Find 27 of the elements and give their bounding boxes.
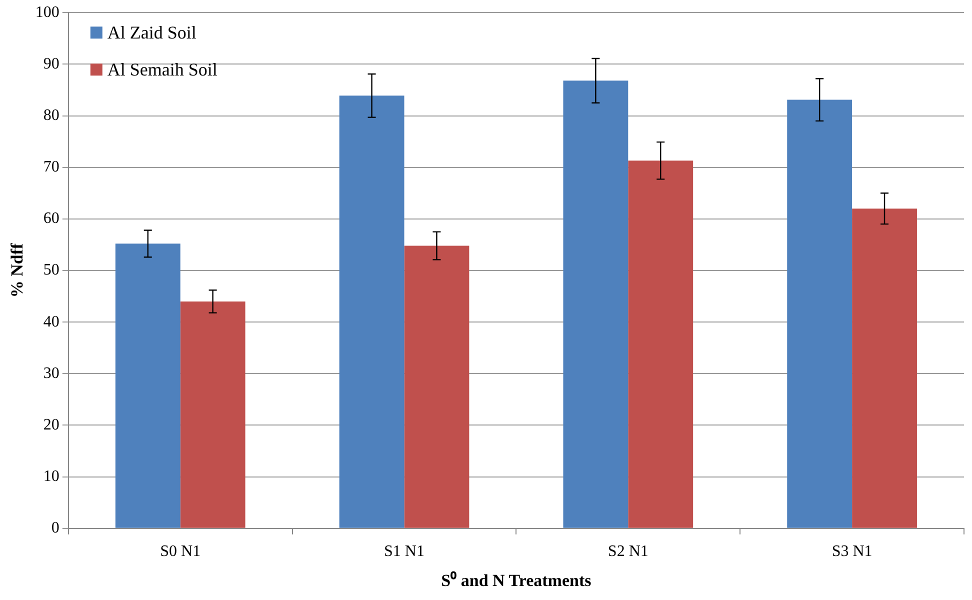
y-tick-label: 50 bbox=[43, 262, 60, 279]
y-tick-label: 90 bbox=[43, 55, 60, 72]
y-tick-label: 100 bbox=[35, 4, 60, 21]
bar bbox=[180, 301, 246, 528]
x-tick-label: S3 N1 bbox=[832, 543, 872, 560]
legend-label: Al Semaih Soil bbox=[107, 59, 218, 80]
y-tick-label: 10 bbox=[43, 468, 60, 486]
y-tick-label: 80 bbox=[43, 106, 60, 124]
y-axis-title: % Ndff bbox=[8, 243, 27, 298]
y-tick-label: 60 bbox=[43, 210, 60, 228]
bar bbox=[339, 96, 404, 528]
y-tick-label: 20 bbox=[43, 416, 60, 434]
y-tick-label: 40 bbox=[43, 313, 60, 330]
legend-label: Al Zaid Soil bbox=[107, 22, 196, 42]
bar bbox=[563, 80, 628, 528]
x-tick-label: S2 N1 bbox=[608, 543, 648, 560]
bar bbox=[787, 100, 852, 528]
bar bbox=[628, 160, 694, 528]
y-tick-label: 0 bbox=[51, 520, 60, 537]
y-tick-label: 30 bbox=[43, 364, 60, 382]
bar bbox=[115, 244, 180, 528]
x-tick-label: S0 N1 bbox=[160, 543, 201, 560]
y-tick-label: 70 bbox=[43, 158, 60, 176]
x-axis-title: S⁰ and N Treatments bbox=[441, 571, 592, 590]
x-tick-label: S1 N1 bbox=[384, 543, 424, 560]
bar bbox=[404, 246, 470, 528]
bar bbox=[852, 208, 917, 528]
